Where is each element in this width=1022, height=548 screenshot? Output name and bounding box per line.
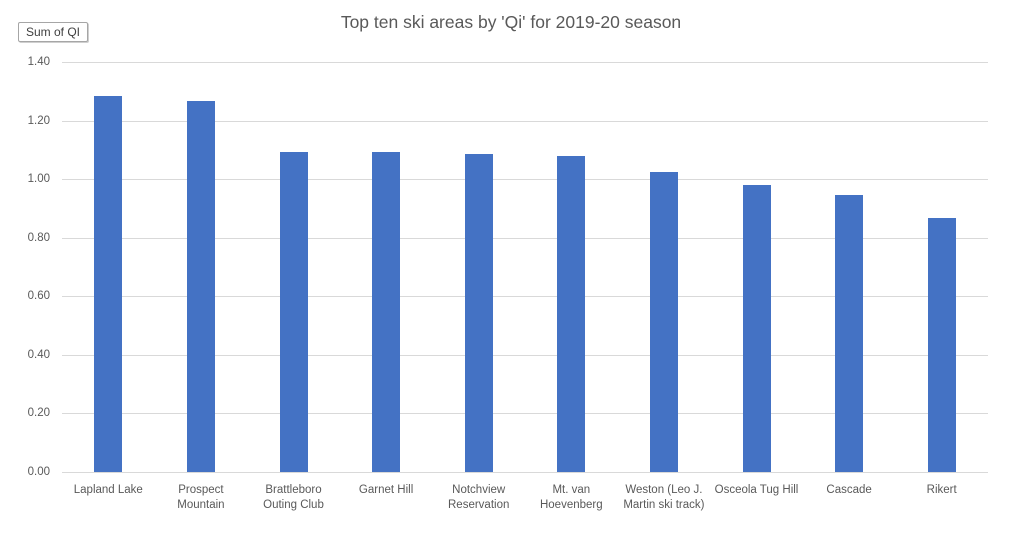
bar[interactable] <box>279 151 308 472</box>
gridline <box>62 413 988 415</box>
y-axis-tick-label: 0.00 <box>27 466 50 478</box>
x-axis-category-label: Rikert <box>926 484 957 496</box>
x-axis-category-label: Prospect Mountain <box>177 484 225 511</box>
bar[interactable] <box>927 218 956 472</box>
y-axis-tick-label: 1.00 <box>27 173 50 186</box>
bar[interactable] <box>835 194 864 472</box>
y-axis-tick-label: 0.20 <box>27 407 50 420</box>
gridline <box>62 354 988 356</box>
y-axis-tick-label: 0.80 <box>27 231 50 244</box>
y-axis-tick-label: 1.20 <box>27 114 50 127</box>
x-axis-category-label: Weston (Leo J. Martin ski track) <box>623 484 705 511</box>
bar[interactable] <box>557 155 586 472</box>
x-axis-category-label: Notchview Reservation <box>448 484 510 511</box>
y-axis-tick-label: 0.40 <box>27 348 50 361</box>
bar[interactable] <box>464 153 493 472</box>
bar[interactable] <box>742 185 771 472</box>
x-axis-category-label: Mt. van Hoevenberg <box>539 484 603 511</box>
pivot-field-button[interactable]: Sum of QI <box>18 22 89 42</box>
bar[interactable] <box>649 171 678 472</box>
x-axis-category-label: Osceola Tug Hill <box>714 484 799 496</box>
y-axis-tick-label: 0.60 <box>27 290 50 303</box>
gridline <box>62 472 988 473</box>
x-axis-category-label: Lapland Lake <box>73 484 143 496</box>
y-axis-tick-label: 1.40 <box>27 56 50 68</box>
chart-title: Top ten ski areas by 'Qi' for 2019-20 se… <box>340 12 682 32</box>
bar[interactable] <box>94 95 123 472</box>
gridline <box>62 62 988 63</box>
gridline <box>62 179 988 181</box>
gridline <box>62 120 988 122</box>
gridline <box>62 296 988 298</box>
x-axis-category-label: Garnet Hill <box>358 484 414 496</box>
gridline <box>62 237 988 239</box>
bar[interactable] <box>372 152 401 472</box>
x-axis-category-label: Cascade <box>826 484 872 496</box>
x-axis-category-label: Brattleboro Outing Club <box>263 484 324 511</box>
bar[interactable] <box>186 100 215 472</box>
